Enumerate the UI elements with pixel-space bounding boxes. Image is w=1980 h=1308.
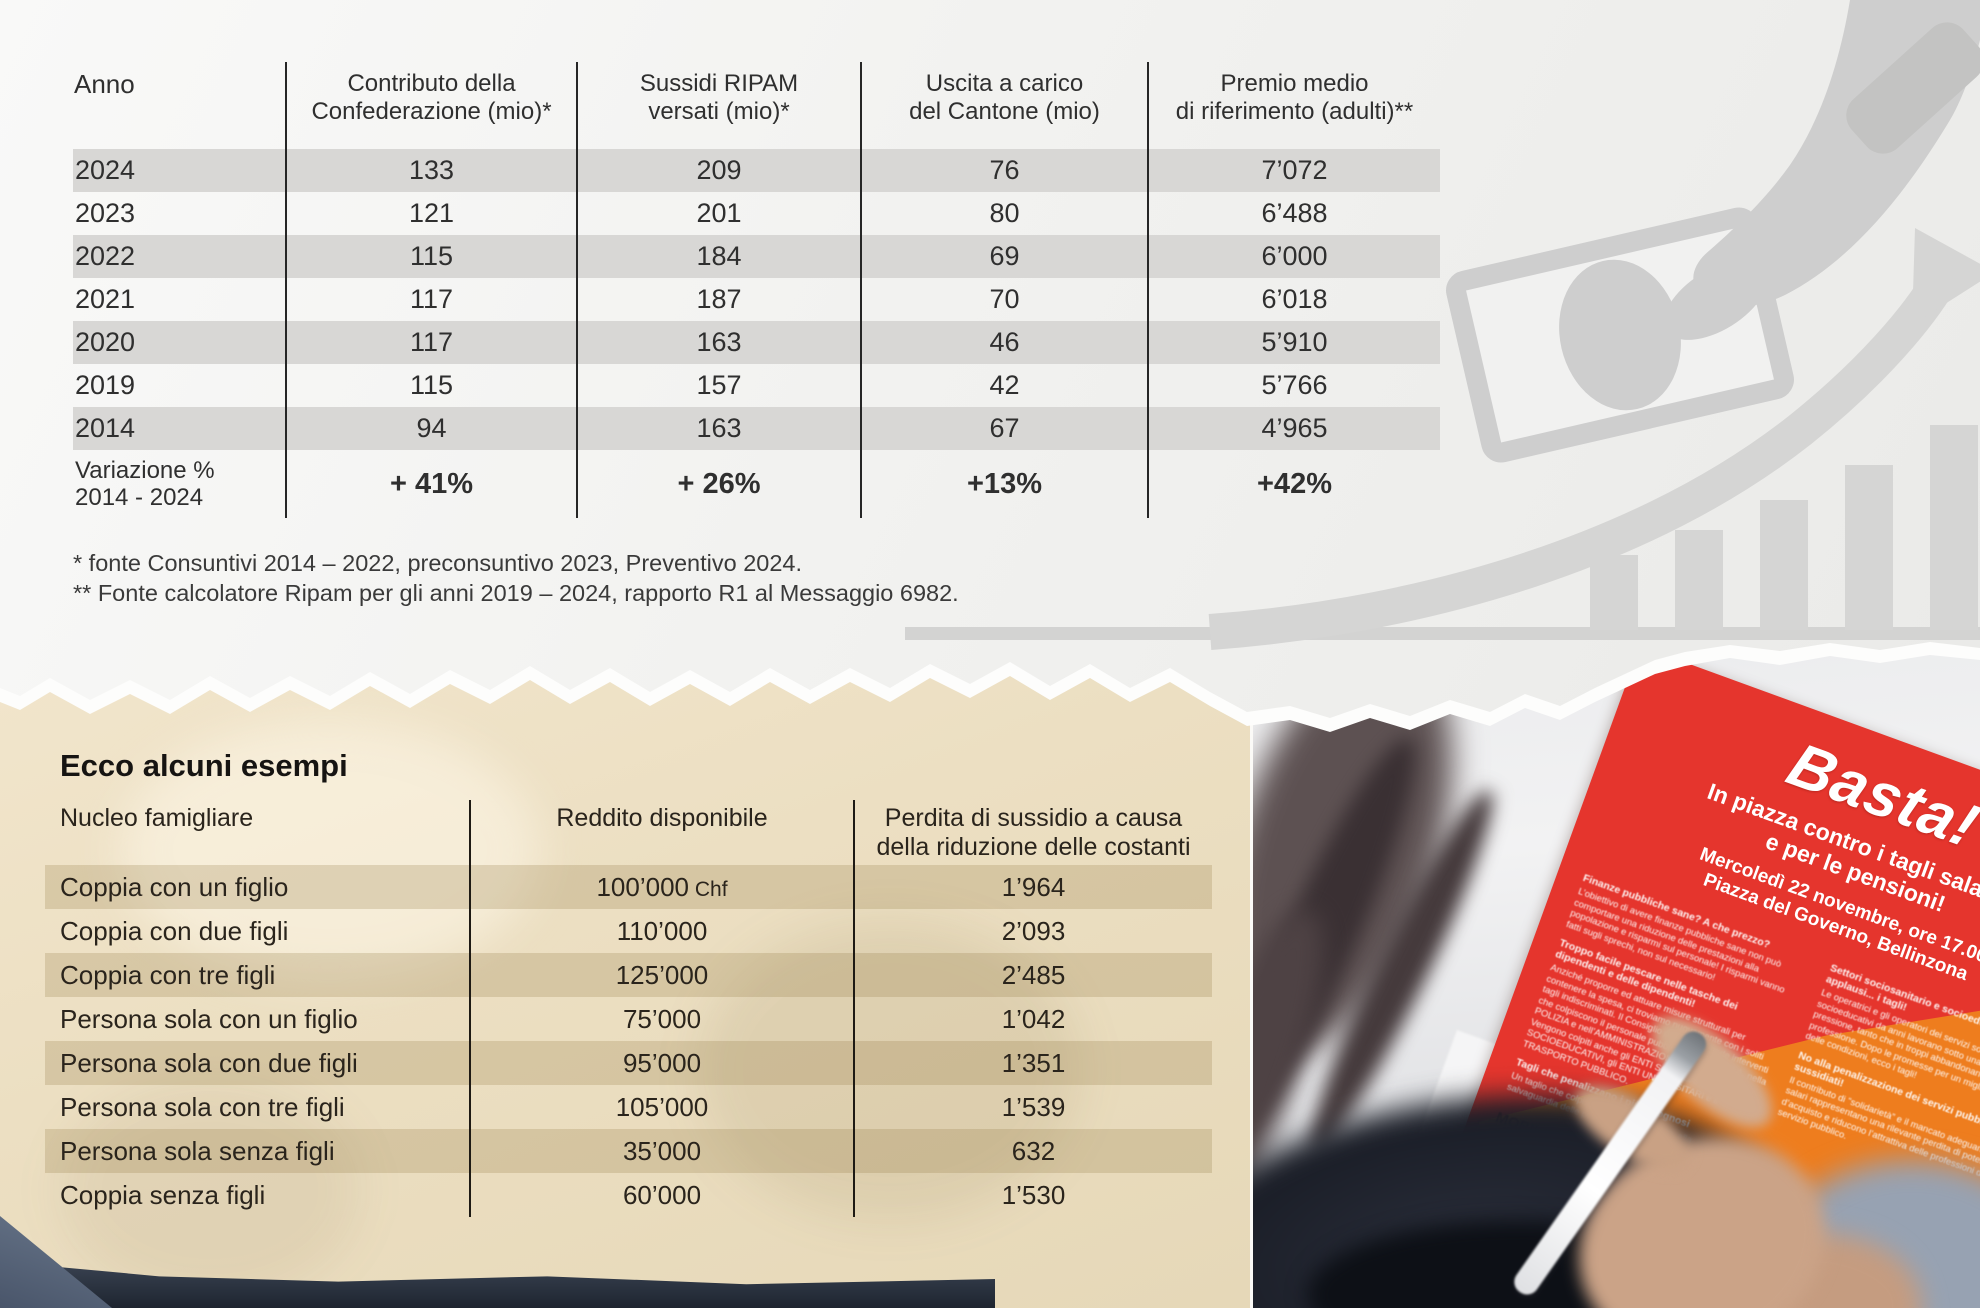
col-header-premio: Premio medio di riferimento (adulti)** <box>1147 62 1440 149</box>
table-row: Persona sola con due figli 95’000 1’351 <box>45 1041 1212 1085</box>
subsidies-table-header: Anno Contributo della Confederazione (mi… <box>73 62 1440 149</box>
table-row: Coppia con un figlio 100’000 Chf 1’964 <box>45 865 1212 909</box>
col-header-nucleo: Nucleo famigliare <box>60 804 254 832</box>
table-row: Persona sola senza figli 35’000 632 <box>45 1129 1212 1173</box>
top-infographic-sheet: Anno Contributo della Confederazione (mi… <box>0 0 1980 718</box>
growth-arrow <box>1208 228 1980 650</box>
table-row: 2023 121 201 80 6’488 <box>73 192 1440 235</box>
table-row: 2020 117 163 46 5’910 <box>73 321 1440 364</box>
hand-arm-silhouette <box>1664 0 1980 340</box>
examples-title: Ecco alcuni esempi <box>60 748 348 783</box>
bar-chart-bars <box>1590 425 1978 630</box>
table-row: 2019 115 157 42 5’766 <box>73 364 1440 407</box>
examples-table: Nucleo famigliare Reddito disponibile Pe… <box>45 800 1212 1217</box>
col-header-uscita: Uscita a carico del Cantone (mio) <box>860 62 1148 149</box>
footnotes: * fonte Consuntivi 2014 – 2022, preconsu… <box>73 549 959 608</box>
examples-table-header: Nucleo famigliare Reddito disponibile Pe… <box>45 800 1212 865</box>
col-header-anno: Anno <box>74 69 135 99</box>
chart-baseline-bar <box>905 627 1980 640</box>
table-row: 2024 133 209 76 7’072 <box>73 149 1440 192</box>
table-row: 2014 94 163 67 4’965 <box>73 407 1440 450</box>
table-row: 2021 117 187 70 6’018 <box>73 278 1440 321</box>
table-row: Coppia con due figli 110’000 2’093 <box>45 909 1212 953</box>
table-row: Coppia con tre figli 125’000 2’485 <box>45 953 1212 997</box>
table-row: 2022 115 184 69 6’000 <box>73 235 1440 278</box>
paper-crease <box>60 1080 360 1300</box>
variation-row: Variazione % 2014 - 2024 + 41% + 26% +13… <box>73 450 1440 518</box>
footnote-1: * fonte Consuntivi 2014 – 2022, preconsu… <box>73 550 803 576</box>
table-row: Persona sola con tre figli 105’000 1’539 <box>45 1085 1212 1129</box>
col-header-contributo: Contributo della Confederazione (mio)* <box>285 62 577 149</box>
subsidies-table: Anno Contributo della Confederazione (mi… <box>73 62 1440 518</box>
variation-label: Variazione % 2014 - 2024 <box>75 457 215 511</box>
col-header-sussidi: Sussidi RIPAM versati (mio)* <box>576 62 861 149</box>
footnote-2: ** Fonte calcolatore Ripam per gli anni … <box>73 579 959 606</box>
table-row: Persona sola con un figlio 75’000 1’042 <box>45 997 1212 1041</box>
col-header-perdita: Perdita di sussidio a causa della riduzi… <box>853 800 1212 865</box>
chf-suffix: Chf <box>689 877 728 901</box>
col-header-reddito: Reddito disponibile <box>469 800 854 865</box>
table-row: Coppia senza figli 60’000 1’530 <box>45 1173 1212 1217</box>
money-growth-graphic <box>1208 0 1980 650</box>
